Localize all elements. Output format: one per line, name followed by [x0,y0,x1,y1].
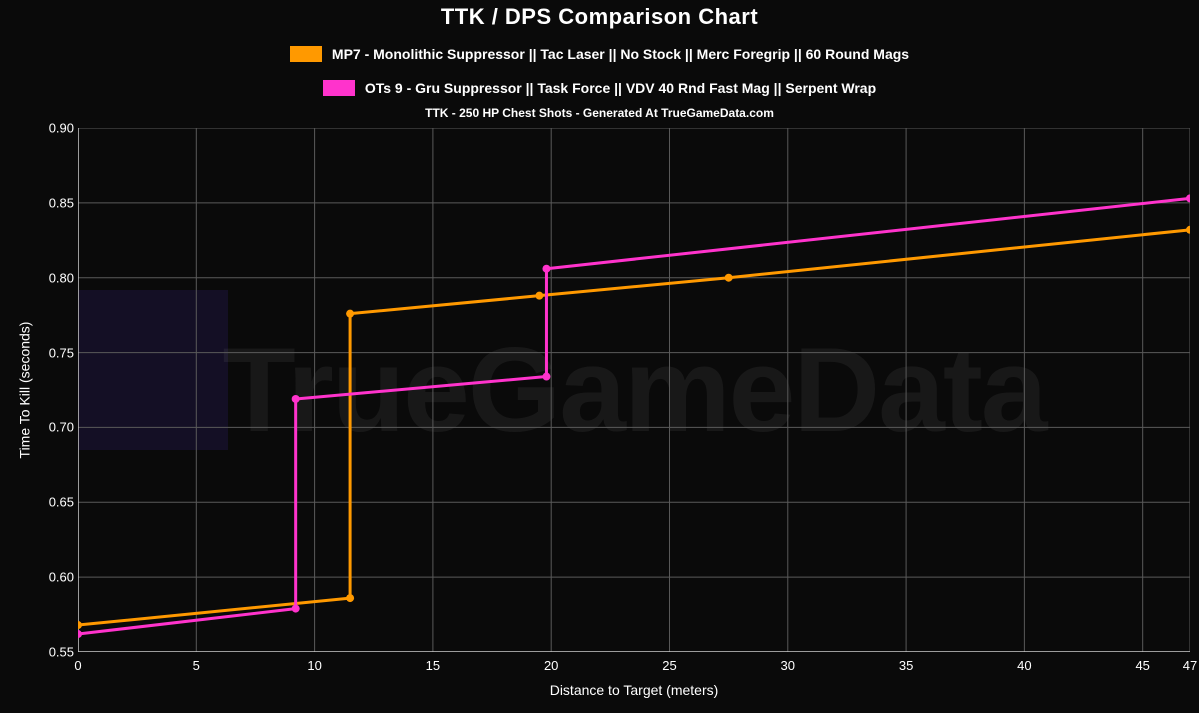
plot-area [78,128,1190,652]
y-tick-label: 0.70 [40,420,74,435]
chart-subtitle: TTK - 250 HP Chest Shots - Generated At … [0,106,1199,120]
legend-label-1: MP7 - Monolithic Suppressor || Tac Laser… [332,46,909,62]
x-tick-label: 35 [899,658,913,673]
x-tick-label: 30 [781,658,795,673]
x-tick-label: 25 [662,658,676,673]
x-tick-label: 0 [74,658,81,673]
y-tick-label: 0.85 [40,195,74,210]
x-axis-label: Distance to Target (meters) [78,682,1190,698]
x-tick-label: 47 [1183,658,1197,673]
y-tick-label: 0.90 [40,121,74,136]
x-tick-label: 10 [307,658,321,673]
y-tick-label: 0.60 [40,570,74,585]
chart-title: TTK / DPS Comparison Chart [0,4,1199,30]
y-tick-label: 0.75 [40,345,74,360]
y-axis-label: Time To Kill (seconds) [14,128,34,652]
y-tick-label: 0.80 [40,270,74,285]
legend-label-2: OTs 9 - Gru Suppressor || Task Force || … [365,80,876,96]
y-tick-label: 0.65 [40,495,74,510]
x-tick-label: 45 [1135,658,1149,673]
legend-swatch-1 [290,46,322,62]
x-tick-label: 15 [426,658,440,673]
x-tick-label: 20 [544,658,558,673]
x-tick-label: 40 [1017,658,1031,673]
y-tick-label: 0.55 [40,645,74,660]
legend-swatch-2 [323,80,355,96]
x-tick-label: 5 [193,658,200,673]
chart-svg [78,128,1190,652]
legend-row-2: OTs 9 - Gru Suppressor || Task Force || … [0,80,1199,96]
legend-row-1: MP7 - Monolithic Suppressor || Tac Laser… [0,46,1199,62]
